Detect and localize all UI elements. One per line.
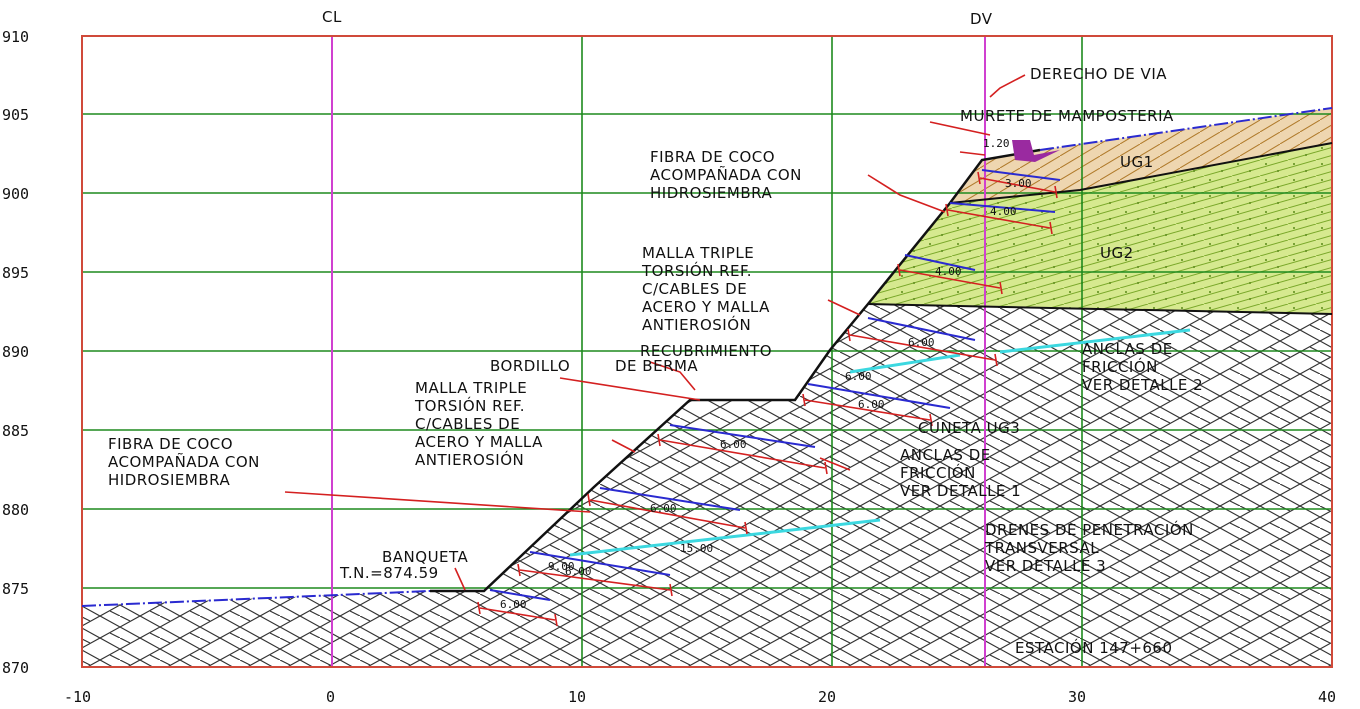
anchor-dim: 6.00 bbox=[650, 502, 677, 515]
y-tick-885: 885 bbox=[2, 422, 29, 440]
recubrimiento-label: RECUBRIMIENTO bbox=[640, 342, 772, 360]
x-tick-20: 20 bbox=[818, 688, 836, 706]
drain-lines bbox=[569, 328, 1191, 557]
malla-top-line: ANTIEROSIÓN bbox=[642, 315, 751, 334]
anclas-mid-annotation: ANCLAS DE FRICCIÓN VER DETALLE 1 bbox=[900, 446, 1021, 500]
malla-top-annotation: MALLA TRIPLE TORSIÓN REF. C/CABLES DE AC… bbox=[641, 244, 770, 334]
anclas-mid-line: VER DETALLE 1 bbox=[900, 482, 1021, 500]
y-tick-890: 890 bbox=[2, 343, 29, 361]
anchor-dim: 6.00 bbox=[565, 565, 592, 578]
y-tick-900: 900 bbox=[2, 185, 29, 203]
malla-bottom-annotation: MALLA TRIPLE TORSIÓN REF. C/CABLES DE AC… bbox=[414, 379, 543, 469]
malla-bottom-line: C/CABLES DE bbox=[415, 415, 520, 433]
ug-boundaries bbox=[867, 142, 1333, 315]
ug3-rock-mass bbox=[82, 304, 1332, 667]
malla-bottom-line: MALLA TRIPLE bbox=[415, 379, 527, 397]
anchor-dim: 4.00 bbox=[935, 265, 962, 278]
anchor-dim: 6.00 bbox=[858, 398, 885, 411]
fibra-bottom-annotation: FIBRA DE COCO ACOMPAÑADA CON HIDROSIEMBR… bbox=[108, 435, 260, 489]
ug1-label: UG1 bbox=[1120, 153, 1154, 171]
anclas-top-annotation: ANCLAS DE FRICCIÓN VER DETALLE 2 bbox=[1082, 340, 1203, 394]
right-of-way-label: DV bbox=[970, 10, 993, 28]
fibra-bottom-line: ACOMPAÑADA CON bbox=[108, 452, 260, 471]
y-tick-910: 910 bbox=[2, 28, 29, 46]
dimension-brackets bbox=[477, 171, 1058, 627]
bordillo-line: BORDILLO bbox=[490, 357, 570, 375]
drenes-line: VER DETALLE 3 bbox=[985, 557, 1106, 575]
derecho-de-via-label: DERECHO DE VIA bbox=[1030, 65, 1167, 83]
y-tick-875: 875 bbox=[2, 580, 29, 598]
malla-bottom-line: ANTIEROSIÓN bbox=[415, 450, 524, 469]
malla-bottom-line: TORSIÓN REF. bbox=[414, 396, 525, 415]
anchor-dim: 6.00 bbox=[845, 370, 872, 383]
anchor-dim: 6.00 bbox=[908, 336, 935, 349]
fibra-bottom-line: FIBRA DE COCO bbox=[108, 435, 233, 453]
x-axis-ticks: -10 0 10 20 30 40 bbox=[64, 688, 1336, 706]
anchor-dim-labels: 3.00 4.00 4.00 6.00 6.00 6.00 6.00 6.00 … bbox=[500, 177, 1032, 611]
anclas-top-line: FRICCIÓN bbox=[1082, 357, 1158, 376]
anchors bbox=[489, 169, 1061, 601]
x-tick-0: 0 bbox=[326, 688, 335, 706]
anchor-dim: 4.00 bbox=[990, 205, 1017, 218]
banqueta-label: BANQUETA bbox=[382, 548, 469, 566]
terrain-line bbox=[81, 107, 1333, 607]
x-tick-10: 10 bbox=[568, 688, 586, 706]
anchor-dim: 6.00 bbox=[720, 438, 747, 451]
slope-profile bbox=[430, 148, 1041, 593]
bordillo-annotation: BORDILLO DE BERMA bbox=[490, 357, 698, 375]
fibra-top-annotation: FIBRA DE COCO ACOMPAÑADA CON HIDROSIEMBR… bbox=[650, 148, 802, 202]
anclas-top-line: VER DETALLE 2 bbox=[1082, 376, 1203, 394]
centerline-label: CL bbox=[322, 8, 342, 26]
malla-top-line: MALLA TRIPLE bbox=[642, 244, 754, 262]
estacion-label: ESTACIÓN 147+660 bbox=[1015, 638, 1173, 657]
ug2-label: UG2 bbox=[1100, 244, 1134, 262]
plot-frame bbox=[81, 35, 1333, 668]
x-tick-40: 40 bbox=[1318, 688, 1336, 706]
y-axis-ticks: 910 905 900 895 890 885 880 875 870 bbox=[2, 28, 29, 677]
malla-bottom-line: ACERO Y MALLA bbox=[415, 433, 543, 451]
fibra-top-line: FIBRA DE COCO bbox=[650, 148, 775, 166]
anchor-dim: 15.00 bbox=[680, 542, 713, 555]
anclas-top-line: ANCLAS DE bbox=[1082, 340, 1173, 358]
y-tick-870: 870 bbox=[2, 659, 29, 677]
anchor-dim: 3.00 bbox=[1005, 177, 1032, 190]
fibra-top-line: HIDROSIEMBRA bbox=[650, 184, 772, 202]
drenes-line: DRENES DE PENETRACIÓN bbox=[985, 520, 1194, 539]
y-tick-895: 895 bbox=[2, 264, 29, 282]
leader-lines bbox=[284, 74, 1026, 591]
murete-dim-label: 1.20 bbox=[983, 137, 1010, 150]
bordillo-line: DE BERMA bbox=[615, 357, 698, 375]
anclas-mid-line: ANCLAS DE bbox=[900, 446, 991, 464]
fibra-bottom-line: HIDROSIEMBRA bbox=[108, 471, 230, 489]
malla-top-line: ACERO Y MALLA bbox=[642, 298, 770, 316]
ug1-layer bbox=[950, 108, 1332, 203]
drenes-annotation: DRENES DE PENETRACIÓN TRANSVERSAL VER DE… bbox=[984, 520, 1194, 575]
drenes-line: TRANSVERSAL bbox=[984, 539, 1099, 557]
x-tick-neg10: -10 bbox=[64, 688, 91, 706]
malla-top-line: C/CABLES DE bbox=[642, 280, 747, 298]
anclas-mid-line: FRICCIÓN bbox=[900, 463, 976, 482]
anchor-dim: 9.00 bbox=[548, 560, 575, 573]
murete-label: MURETE DE MAMPOSTERIA bbox=[960, 107, 1174, 125]
y-tick-905: 905 bbox=[2, 106, 29, 124]
fibra-top-line: ACOMPAÑADA CON bbox=[650, 165, 802, 184]
murete-wall bbox=[1012, 140, 1060, 162]
anchor-dim: 6.00 bbox=[500, 598, 527, 611]
cuneta-ug3-label: CUNETA UG3 bbox=[918, 419, 1020, 437]
malla-top-line: TORSIÓN REF. bbox=[641, 261, 752, 280]
tn-label: T.N.=874.59 bbox=[339, 564, 439, 582]
x-tick-30: 30 bbox=[1068, 688, 1086, 706]
y-tick-880: 880 bbox=[2, 501, 29, 519]
grid bbox=[82, 36, 1332, 667]
